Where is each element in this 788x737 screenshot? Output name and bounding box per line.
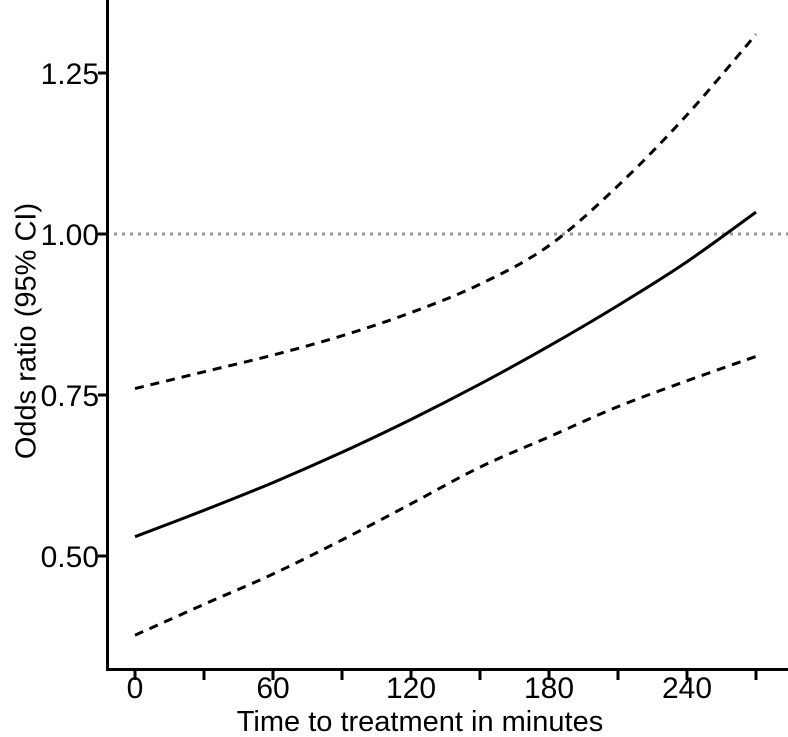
y-tick-label-1.00: 1.00 [41, 219, 99, 252]
x-tick-label-180: 180 [524, 672, 574, 705]
x-tick-label-120: 120 [386, 672, 436, 705]
x-axis-title: Time to treatment in minutes [236, 706, 604, 737]
x-tick-label-240: 240 [662, 672, 712, 705]
y-tick-label-0.50: 0.50 [41, 541, 99, 574]
y-tick-label-0.75: 0.75 [41, 380, 99, 413]
x-tick-label-0: 0 [127, 672, 144, 705]
series-odds-ratio-estimate [134, 210, 757, 539]
series-lower-95ci [134, 354, 757, 637]
x-tick-label-60: 60 [256, 672, 289, 705]
y-tick-label-1.25: 1.25 [41, 58, 99, 91]
series-upper-95ci [134, 33, 758, 391]
y-axis-title: Odds ratio (95% CI) [10, 202, 43, 460]
